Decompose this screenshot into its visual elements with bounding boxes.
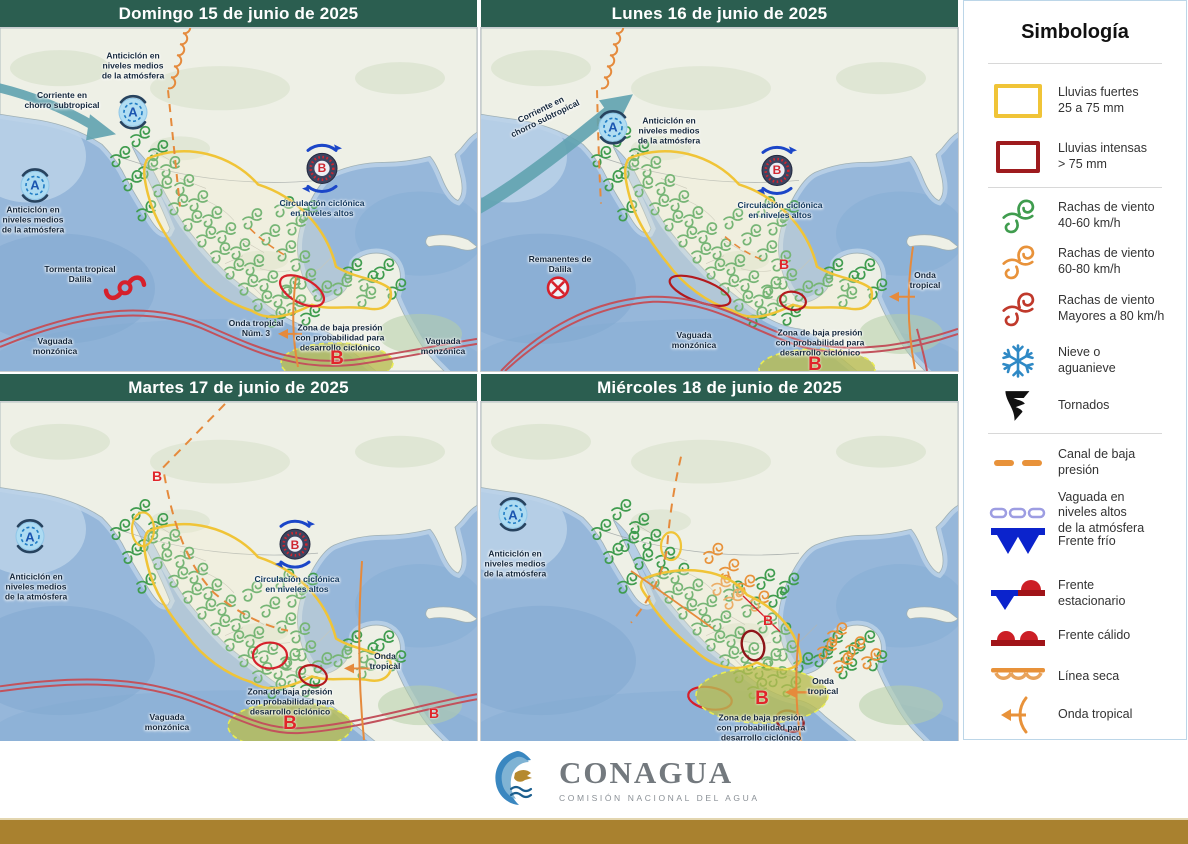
legend-item-cold-front: Frente frío [978, 522, 1180, 562]
wind-gust-green-icon [978, 197, 1058, 235]
stationary-front-icon [978, 576, 1058, 612]
intense-rain-zone [278, 274, 326, 308]
anticyclone-symbol [497, 497, 529, 532]
wind-gust-orange-icon [978, 243, 1058, 281]
panel-miercoles-18: Miércoles 18 de junio de 2025 [480, 374, 959, 743]
heavy-rain-zone-small [130, 511, 156, 548]
monsoon-trough-line [0, 309, 477, 367]
intense-rain-zone [298, 664, 328, 687]
divider [988, 433, 1162, 434]
symbology-panel: Simbología Lluvias fuertes 25 a 75 mm Ll… [963, 0, 1187, 740]
conagua-logo: CONAGUA COMISIÓN NACIONAL DEL AGUA [487, 747, 760, 811]
thin-red-line [742, 595, 781, 633]
cyclonic-development-zone [758, 348, 876, 371]
tropical-wave-line [889, 246, 916, 370]
monsoon-trough-line [500, 295, 958, 371]
tropical-wave-line [278, 276, 302, 368]
low-pressure-channel-line [167, 90, 181, 207]
weather-map-martes: Anticiclón en niveles medios de la atmós… [0, 401, 478, 743]
anticyclone-symbol [14, 519, 46, 554]
wind-gust-red-icon [978, 290, 1058, 328]
legend-item-dry-line: Línea seca [978, 657, 1180, 697]
tropical-wave-icon [978, 696, 1058, 734]
panel-lunes-16: Lunes 16 de junio de 2025 [480, 0, 959, 375]
storm-remnants-icon [546, 276, 570, 300]
map-canvas [0, 402, 477, 742]
anticyclone-symbol [597, 109, 629, 145]
jet-stream-arrow [0, 83, 116, 141]
cyclonic-development-zone [695, 666, 829, 724]
legend-item-tropical-wave: Onda tropical [978, 695, 1180, 735]
upper-trough-icon [978, 505, 1058, 521]
anticyclone-symbol [19, 168, 51, 203]
legend-item-low-channel: Canal de baja presión [978, 441, 1180, 485]
low-pressure-channel-line [596, 90, 602, 204]
legend-item-wind-80: Rachas de viento Mayores a 80 km/h [978, 285, 1180, 333]
panel-domingo-15: Domingo 15 de junio de 2025 [0, 0, 478, 372]
weather-map-miercoles: Anticiclón en niveles medios de la atmós… [480, 401, 959, 743]
panel-title: Martes 17 de junio de 2025 [0, 374, 477, 402]
low-pressure-channel-icon [978, 456, 1058, 470]
dry-line-icon [978, 665, 1058, 689]
conagua-wordmark: CONAGUA [559, 755, 734, 790]
panel-title: Lunes 16 de junio de 2025 [481, 0, 958, 28]
map-canvas [0, 28, 477, 371]
monsoon-trough-line [0, 678, 477, 735]
divider [988, 63, 1162, 64]
cold-front-icon [978, 526, 1058, 558]
heavy-rain-box-icon [978, 84, 1058, 118]
gold-footer-bar [0, 818, 1188, 844]
map-canvas [481, 28, 958, 371]
intense-rain-zone [251, 641, 289, 670]
legend-item-snow: Nieve o aguanieve [978, 337, 1180, 385]
legend-item-wind-40: Rachas de viento 40-60 km/h [978, 193, 1180, 239]
anticyclone-symbol [117, 94, 149, 130]
warm-front-icon [978, 623, 1058, 649]
intense-rain-box-icon [978, 141, 1058, 173]
intense-rain-zone [740, 629, 766, 662]
panel-title: Domingo 15 de junio de 2025 [0, 0, 477, 28]
legend-item-stationary-front: Frente estacionario [978, 569, 1180, 619]
tropical-wave-line [785, 633, 815, 742]
conagua-emblem-icon [495, 751, 533, 805]
symbology-title: Simbología [1021, 21, 1129, 43]
map-canvas [481, 402, 958, 742]
snowflake-icon [978, 343, 1058, 379]
tornado-icon [978, 390, 1058, 422]
conagua-subtitle: COMISIÓN NACIONAL DEL AGUA [559, 793, 760, 803]
weather-map-domingo: Corriente en chorro subtropical Anticicl… [0, 27, 478, 372]
legend-item-heavy-rain: Lluvias fuertes 25 a 75 mm [978, 75, 1180, 127]
tropical-wave-line [344, 560, 370, 741]
divider [988, 187, 1162, 188]
legend-item-tornado: Tornados [978, 385, 1180, 427]
intense-rain-zone [779, 290, 807, 312]
heavy-rain-zone-small [659, 531, 683, 562]
panel-title: Miércoles 18 de junio de 2025 [481, 374, 958, 402]
panel-martes-17: Martes 17 de junio de 2025 [0, 374, 478, 743]
legend-item-wind-60: Rachas de viento 60-80 km/h [978, 239, 1180, 285]
footer: CONAGUA COMISIÓN NACIONAL DEL AGUA [0, 741, 1188, 818]
legend-item-warm-front: Frente cálido [978, 616, 1180, 656]
legend-item-intense-rain: Lluvias intensas > 75 mm [978, 131, 1180, 183]
weather-map-lunes: Corriente en chorro subtropical Anticicl… [480, 27, 959, 375]
legend-item-upper-trough: Vaguada en niveles altos de la atmósfera [978, 485, 1180, 541]
